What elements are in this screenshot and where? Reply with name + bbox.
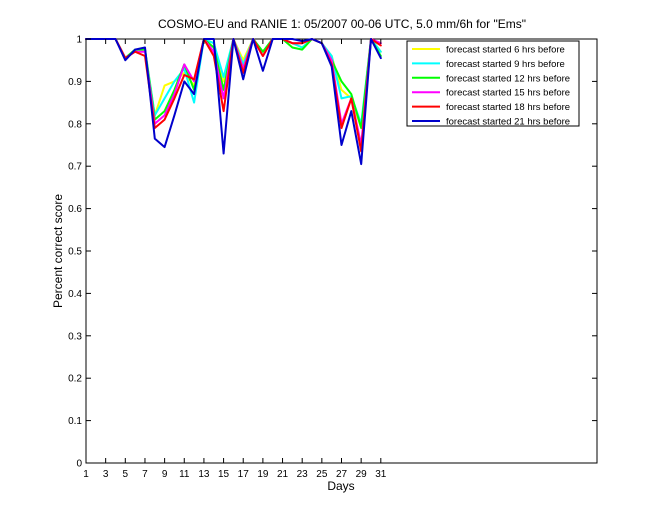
tick-layer: 1 3 5 7 9 11 13 15 17 19 21 23 25 27 29 3100.10.20.30.4… <box>68 35 597 480</box>
y-tick-label: 0.9 <box>68 77 82 88</box>
y-tick-label: 0.1 <box>68 416 82 427</box>
legend-entry: forecast started 18 hrs before <box>412 102 570 113</box>
y-tick-label: 0.8 <box>68 119 82 130</box>
x-tick-label: 19 <box>257 469 269 480</box>
x-tick-label: 1 <box>83 469 89 480</box>
x-tick-label: 23 <box>297 469 309 480</box>
legend-label: forecast started 9 hrs before <box>446 59 565 70</box>
x-tick-label: 11 <box>179 469 190 480</box>
legend-entry: forecast started 9 hrs before <box>412 59 565 70</box>
y-tick-label: 0.4 <box>68 289 82 300</box>
y-tick-label: 1 <box>76 35 82 46</box>
y-tick-label: 0.6 <box>68 204 82 215</box>
x-tick-label: 31 <box>375 469 387 480</box>
series-layer <box>85 38 382 166</box>
x-tick-label: 17 <box>238 469 250 480</box>
x-tick-label: 3 <box>103 469 109 480</box>
x-tick-label: 27 <box>336 469 348 480</box>
legend: forecast started 6 hrs before forecast st… <box>406 40 580 128</box>
x-tick-label: 13 <box>198 469 210 480</box>
y-tick-label: 0.3 <box>68 331 82 342</box>
y-axis-label: Percent correct score <box>51 194 65 308</box>
x-tick-label: 7 <box>142 469 148 480</box>
y-tick-label: 0 <box>76 459 82 470</box>
legend-entry: forecast started 12 hrs before <box>412 73 570 84</box>
legend-entry: forecast started 15 hrs before <box>412 88 570 99</box>
legend-label: forecast started 21 hrs before <box>446 117 570 128</box>
x-tick-label: 21 <box>277 469 289 480</box>
legend-label: forecast started 6 hrs before <box>446 45 565 56</box>
series-line-6 <box>85 38 382 166</box>
x-tick-label: 9 <box>162 469 168 480</box>
x-tick-label: 25 <box>316 469 328 480</box>
x-tick-label: 5 <box>123 469 129 480</box>
legend-box <box>406 40 580 127</box>
legend-label: forecast started 15 hrs before <box>446 88 570 99</box>
x-tick-label: 29 <box>356 469 368 480</box>
y-tick-label: 0.7 <box>68 162 82 173</box>
y-tick-label: 0.2 <box>68 374 82 385</box>
x-axis-label: Days <box>327 479 354 493</box>
legend-label: forecast started 18 hrs before <box>446 102 570 113</box>
x-tick-label: 15 <box>218 469 230 480</box>
legend-entry: forecast started 6 hrs before <box>412 45 565 56</box>
legend-label: forecast started 12 hrs before <box>446 73 570 84</box>
y-tick-label: 0.5 <box>68 247 82 258</box>
chart-title: COSMO-EU and RANIE 1: 05/2007 00-06 UTC,… <box>158 17 526 31</box>
legend-entry: forecast started 21 hrs before <box>412 117 570 128</box>
